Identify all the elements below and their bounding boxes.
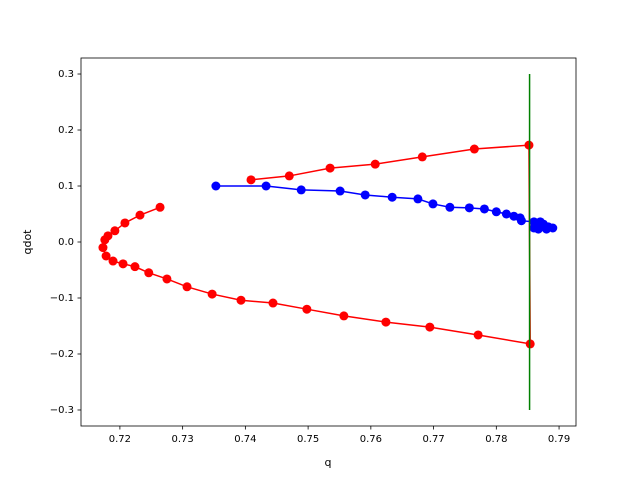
point [98, 243, 108, 253]
point [100, 235, 110, 245]
point [491, 207, 501, 217]
point [325, 163, 335, 173]
point [445, 202, 455, 212]
x-tick-label: 0.78 [485, 434, 507, 445]
point [464, 203, 474, 213]
point [130, 262, 140, 272]
point [284, 171, 294, 181]
x-tick-label: 0.76 [360, 434, 382, 445]
x-tick-label: 0.77 [422, 434, 444, 445]
point [413, 194, 423, 204]
x-tick-label: 0.73 [172, 434, 194, 445]
y-tick-label: 0.3 [58, 69, 74, 80]
point [296, 185, 306, 195]
x-tick-label: 0.79 [548, 434, 570, 445]
y-tick-label: 0.2 [58, 125, 74, 136]
point [120, 218, 130, 228]
point [339, 311, 349, 321]
series-line [102, 144, 531, 345]
point [118, 259, 128, 269]
point [417, 152, 427, 162]
point [542, 224, 552, 234]
point [335, 186, 345, 196]
point [162, 274, 172, 284]
point [101, 251, 111, 261]
point [211, 181, 221, 191]
point [110, 226, 120, 236]
y-tick-label: −0.3 [50, 405, 74, 416]
x-axis-label: q [325, 456, 332, 469]
point [182, 282, 192, 292]
y-tick-label: −0.1 [50, 293, 74, 304]
point [135, 210, 145, 220]
point [108, 256, 118, 266]
y-tick-label: −0.2 [50, 349, 74, 360]
x-tick-label: 0.74 [234, 434, 256, 445]
y-tick-label: 0.0 [58, 237, 74, 248]
point [501, 209, 511, 219]
point [207, 289, 217, 299]
point [479, 204, 489, 214]
point [387, 192, 397, 202]
point [516, 216, 526, 226]
point [428, 199, 438, 209]
y-tick-label: 0.1 [58, 181, 74, 192]
point [473, 330, 483, 340]
point [246, 175, 256, 185]
point [370, 159, 380, 169]
point [144, 268, 154, 278]
point [531, 220, 541, 230]
point [268, 298, 278, 308]
point [469, 144, 479, 154]
point [425, 322, 435, 332]
point [261, 181, 271, 191]
x-tick-label: 0.75 [297, 434, 319, 445]
point [155, 202, 165, 212]
point [236, 295, 246, 305]
point [302, 304, 312, 314]
point [360, 190, 370, 200]
plot-frame [80, 57, 577, 427]
point [381, 317, 391, 327]
y-axis-label: qdot [21, 229, 34, 255]
series-line [215, 185, 553, 230]
x-tick-label: 0.72 [109, 434, 131, 445]
